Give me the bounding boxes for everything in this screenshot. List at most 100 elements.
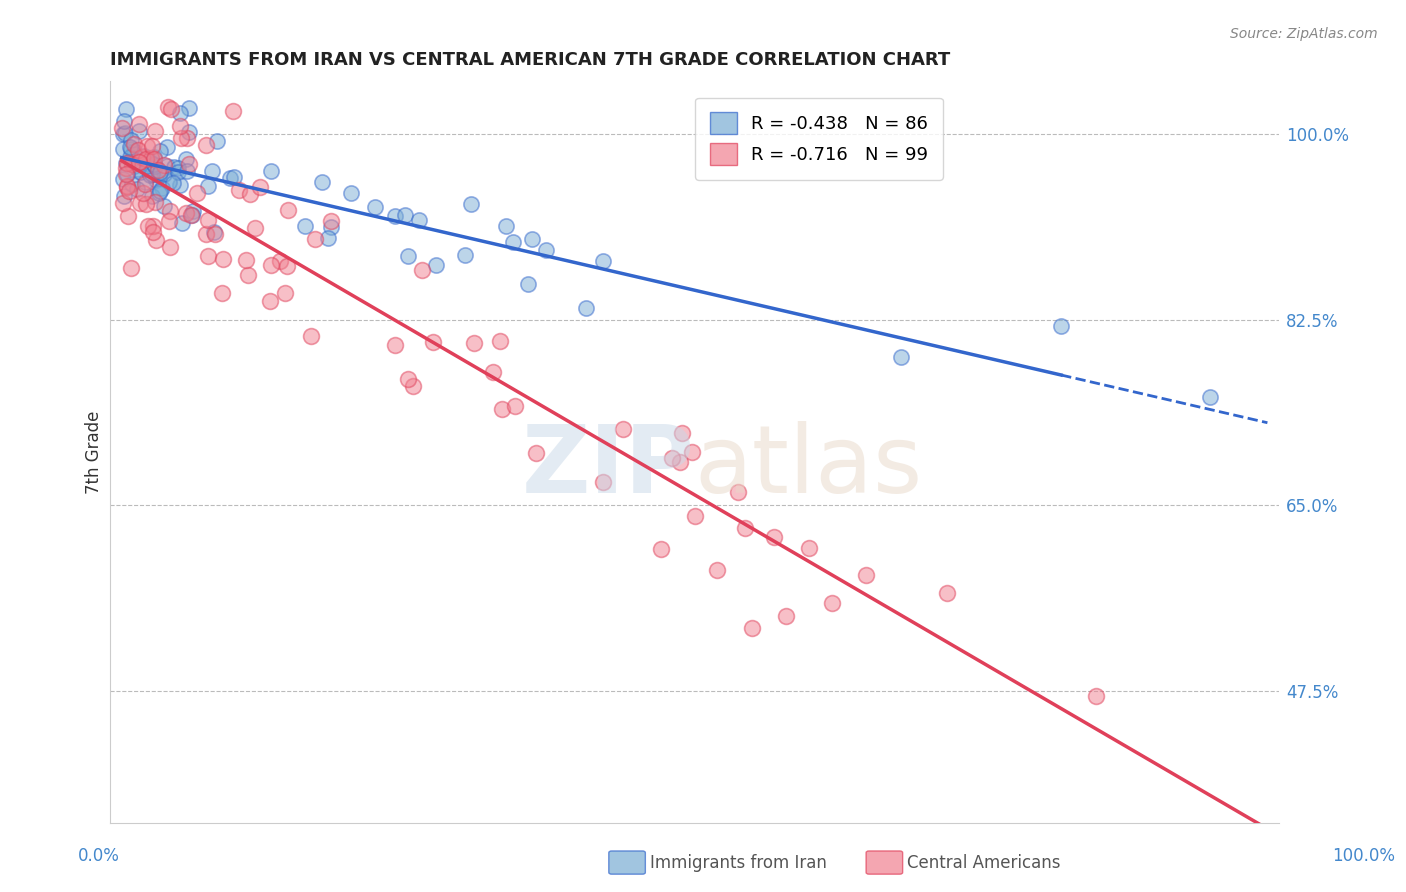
Point (180, 208, 202, 222)
Point (143, 159, 166, 173)
Point (142, 150, 165, 164)
Point (128, 124, 150, 138)
Point (115, 102, 138, 116)
Point (115, 180, 138, 194)
Point (201, 163, 224, 178)
Point (797, 541, 820, 556)
Point (127, 182, 149, 196)
Point (592, 254, 614, 268)
Point (111, 120, 134, 135)
Point (134, 175, 156, 189)
Point (129, 165, 152, 179)
Point (516, 277, 538, 292)
Point (259, 164, 281, 178)
Point (179, 157, 201, 171)
Point (683, 508, 706, 523)
Point (141, 139, 163, 153)
Point (128, 155, 150, 169)
Point (153, 167, 176, 181)
Point (136, 159, 159, 173)
Point (176, 131, 198, 145)
Point (132, 186, 155, 201)
Point (311, 175, 333, 189)
Point (120, 142, 142, 156)
Point (249, 179, 271, 194)
Point (152, 158, 174, 172)
Point (181, 204, 204, 219)
Point (394, 208, 416, 222)
Point (143, 194, 166, 209)
Text: 0.0%: 0.0% (77, 847, 120, 864)
Point (294, 219, 316, 233)
Point (122, 146, 145, 161)
Point (135, 152, 157, 166)
Point (384, 209, 406, 223)
Point (120, 133, 142, 147)
Point (463, 335, 485, 350)
Point (149, 144, 172, 158)
Point (195, 138, 218, 153)
Point (134, 178, 156, 192)
Point (491, 402, 513, 417)
Point (425, 259, 447, 273)
Point (135, 139, 157, 153)
Point (169, 119, 191, 133)
Point (235, 252, 257, 267)
Point (131, 150, 153, 164)
Point (384, 338, 406, 352)
Point (114, 161, 136, 175)
Point (222, 103, 245, 118)
Point (489, 334, 512, 348)
Point (592, 475, 614, 489)
Point (364, 200, 387, 214)
Point (112, 142, 135, 156)
Point (503, 399, 526, 413)
Point (402, 378, 425, 392)
Point (260, 258, 283, 272)
Text: Central Americans: Central Americans (907, 854, 1060, 871)
Point (167, 165, 190, 179)
Point (163, 161, 186, 175)
Point (727, 484, 749, 499)
Point (156, 159, 179, 173)
Point (411, 263, 433, 277)
Text: 100.0%: 100.0% (1333, 847, 1395, 864)
Point (502, 235, 524, 250)
Point (145, 172, 167, 186)
Point (763, 530, 786, 544)
Point (612, 422, 634, 436)
Point (150, 181, 173, 195)
Point (117, 155, 139, 169)
Point (135, 196, 157, 211)
Point (160, 102, 183, 116)
Point (422, 335, 444, 350)
Point (197, 179, 219, 194)
Point (211, 285, 233, 300)
Point (269, 253, 291, 268)
Text: ZIP: ZIP (522, 421, 695, 513)
Point (316, 231, 339, 245)
Point (117, 209, 139, 223)
Point (149, 184, 172, 198)
Point (115, 156, 138, 170)
Point (159, 204, 181, 219)
Point (166, 161, 188, 175)
Point (128, 117, 150, 131)
Point (121, 177, 143, 191)
Point (534, 243, 557, 257)
Point (149, 164, 172, 178)
Point (148, 186, 170, 200)
Point (460, 197, 482, 211)
Point (142, 219, 165, 234)
Point (157, 214, 180, 228)
Point (159, 175, 181, 189)
Point (671, 425, 693, 440)
Point (127, 162, 149, 177)
Point (197, 213, 219, 227)
Point (170, 130, 193, 145)
Point (139, 152, 162, 166)
Point (136, 219, 159, 234)
Point (669, 455, 692, 469)
Point (162, 176, 184, 190)
Point (195, 227, 218, 241)
